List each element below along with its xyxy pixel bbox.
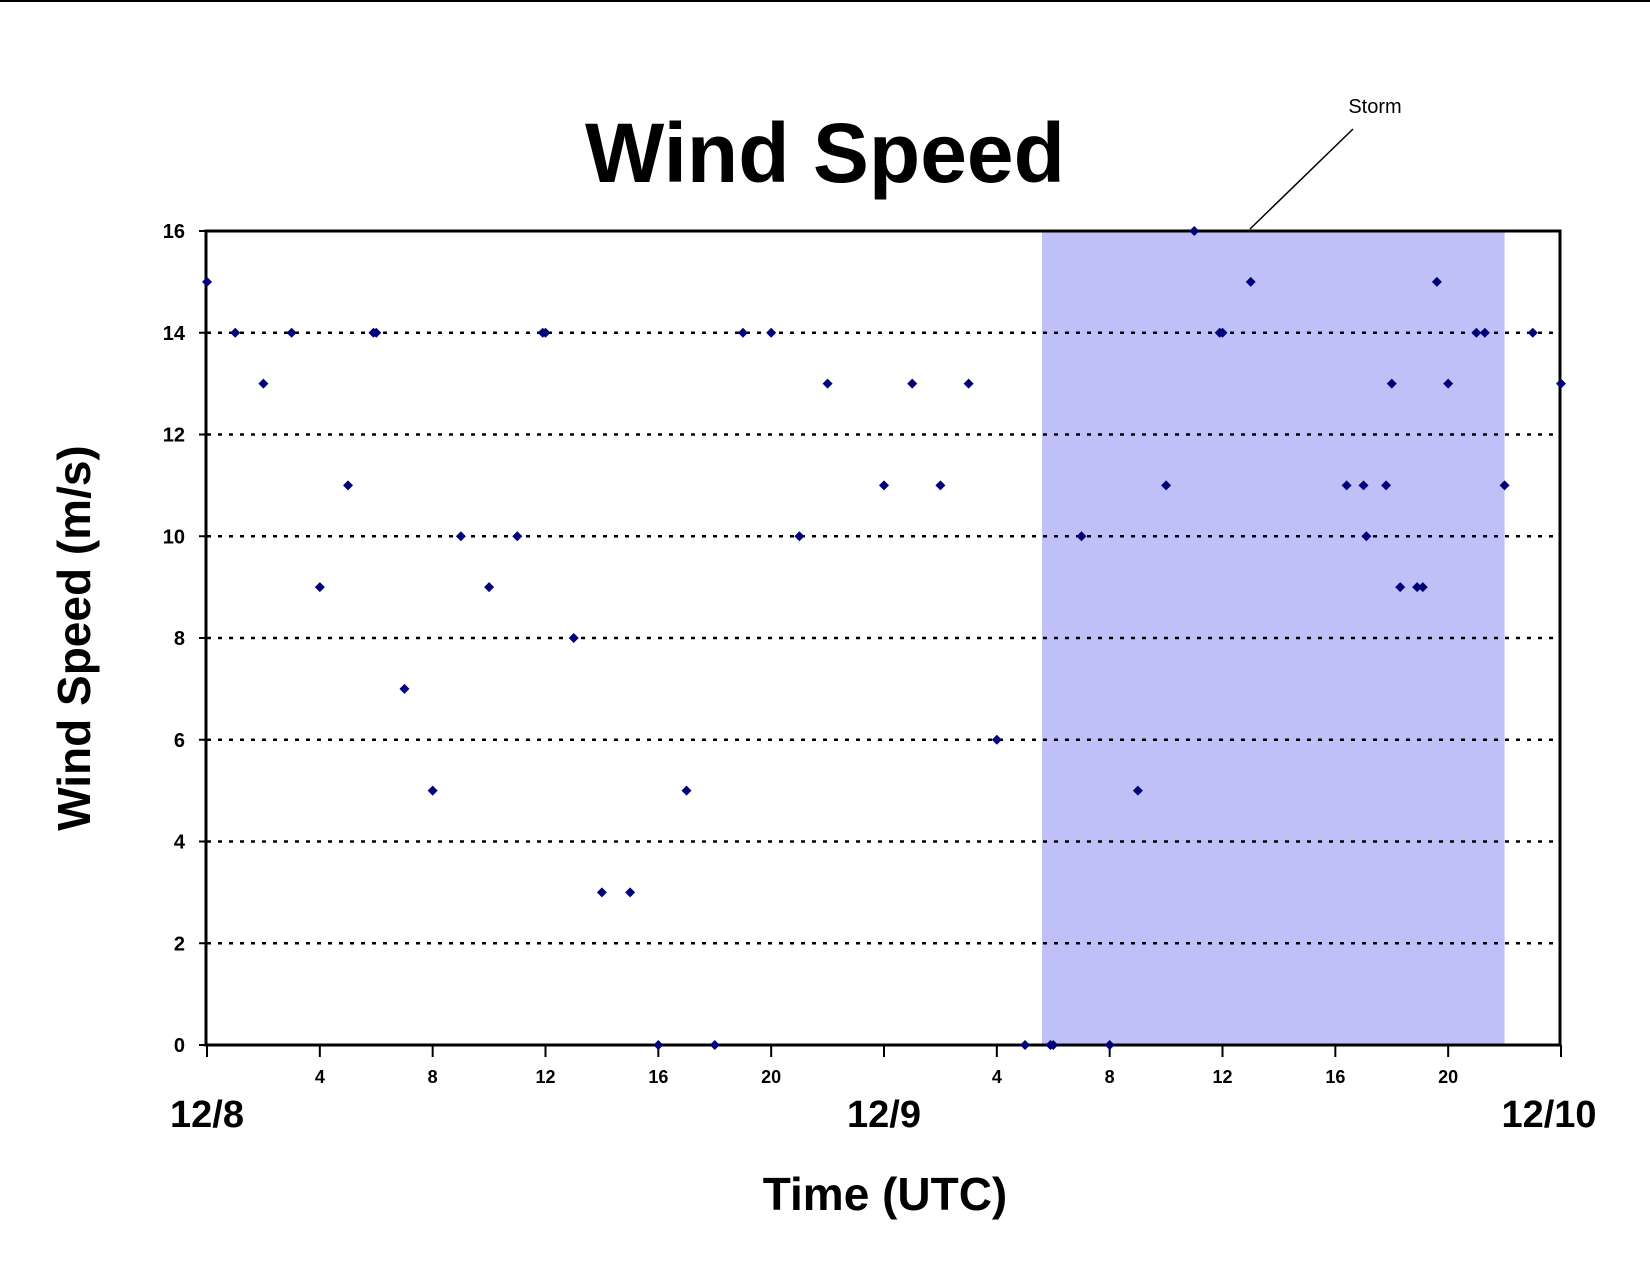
data-point [1417,582,1428,593]
data-point [1556,378,1566,389]
top-border-line [0,0,1650,2]
data-point [314,582,325,593]
data-point [286,327,297,338]
data-point [1245,276,1256,287]
x-day-tick-label: 12/10 [1501,1094,1596,1136]
data-point [371,327,382,338]
x-day-tick-label: 12/8 [170,1094,244,1136]
x-axis-label: Time (UTC) [763,1168,1008,1220]
data-point [625,887,636,898]
data-point [1048,1040,1059,1050]
x-axis-ticks: 4 8 12 16 20 4 8 12 16 20 12/8 12/9 12/10 [170,1045,1597,1136]
data-point [822,378,833,389]
data-point [1132,785,1143,796]
data-point [1104,1040,1115,1050]
y-tick-label: 0 [174,1035,185,1057]
data-point [596,887,607,898]
data-point [1431,276,1442,287]
x-hour-tick-label: 12 [1212,1067,1232,1087]
data-point [202,276,212,287]
x-hour-tick-label: 16 [1325,1067,1345,1087]
data-point [794,531,805,542]
x-hour-tick-label: 4 [315,1067,325,1087]
data-point [512,531,523,542]
data-point [1361,531,1372,542]
x-hour-tick-label: 4 [992,1067,1002,1087]
y-tick-label: 6 [174,730,185,752]
data-point [737,327,748,338]
x-hour-tick-label: 8 [1105,1067,1115,1087]
data-point [258,378,269,389]
x-hour-tick-label: 20 [1438,1067,1458,1087]
data-point [1161,480,1172,491]
y-tick-label: 14 [163,323,186,345]
data-point [1381,480,1392,491]
x-hour-tick-label: 8 [428,1067,438,1087]
data-point [1479,327,1490,338]
y-tick-label: 8 [174,628,185,650]
data-point [879,480,889,491]
data-point [455,531,466,542]
storm-annotation-leader-line [1249,128,1354,230]
data-point [709,1040,720,1050]
data-point [427,785,438,796]
data-point [991,734,1002,745]
y-tick-label: 2 [174,933,185,955]
data-point [1527,327,1538,338]
y-tick-label: 4 [174,832,186,854]
data-point [1443,378,1454,389]
data-point [1358,480,1369,491]
data-point [230,327,241,338]
y-tick-label: 16 [163,221,185,243]
data-point [1341,480,1352,491]
data-point [1395,582,1406,593]
data-points [202,226,1566,1050]
data-point [766,327,777,338]
data-point [568,633,579,643]
y-axis-label: Wind Speed (m/s) [48,445,100,831]
data-point [1412,582,1423,593]
data-point [907,378,918,389]
data-point [1020,1040,1031,1050]
x-day-tick-label: 12/9 [847,1094,921,1136]
chart-title: Wind Speed [585,106,1065,200]
data-point [1471,327,1482,338]
data-point [653,1040,664,1050]
x-hour-tick-label: 16 [648,1067,668,1087]
data-point [399,683,410,694]
x-hour-tick-label: 12 [535,1067,555,1087]
x-hour-tick-label: 20 [761,1067,781,1087]
data-point [484,582,495,593]
data-point [1189,226,1200,236]
data-point [963,378,974,389]
data-point [1217,327,1228,338]
data-point [1076,531,1087,542]
data-point [1499,480,1510,491]
y-tick-label: 12 [163,425,185,447]
y-tick-label: 10 [163,526,185,548]
data-point [540,327,551,338]
storm-annotation-label: Storm [1348,96,1401,118]
y-axis-ticks: 0 2 4 6 8 10 12 14 16 [163,221,207,1057]
data-point [1386,378,1397,389]
data-point [935,480,946,491]
data-point [343,480,354,491]
storm-shaded-region [1041,231,1505,1045]
data-point [681,785,692,796]
